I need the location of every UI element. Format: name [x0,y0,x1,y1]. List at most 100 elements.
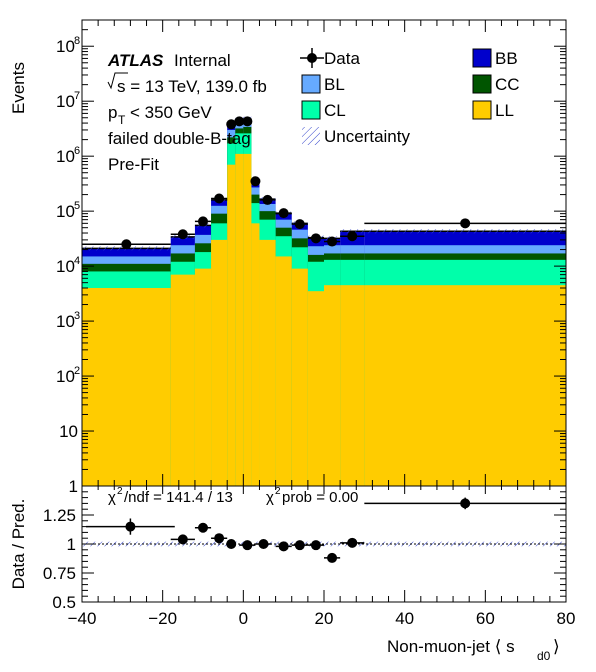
fit-label: Pre-Fit [108,155,159,174]
data-point [226,119,237,130]
bar-ll [211,239,228,486]
legend-cl-swatch [301,100,321,120]
data-point [121,239,132,250]
ratio-y-axis-label: Data / Pred. [9,499,28,590]
data-point [278,208,289,219]
y-tick-label: 10 [56,202,75,221]
bar-ll [170,274,195,486]
x-axis-label-end: ⟩ [553,637,560,656]
ratio-point [278,541,289,552]
x-tick-label: 40 [395,609,414,628]
pt-label: p [108,103,117,122]
y-tick-label: 10 [56,367,75,386]
bar-ll [227,164,236,486]
ratio-point [294,540,305,551]
ratio-point [242,540,253,551]
bar-ll [291,268,308,486]
tag-label: failed double-B-tag [108,129,251,148]
chi2-exp: 2 [117,486,123,497]
chi2-ndf-text: /ndf = 141.4 / 13 [124,489,233,506]
data-point [177,229,188,240]
data-point [250,176,261,187]
bar-ll [307,291,324,486]
legend-uncertainty-swatch [302,127,320,145]
x-tick-label: 60 [476,609,495,628]
ratio-y-tick-label: 1.25 [43,506,76,525]
data-point [327,236,338,247]
bar-ll [194,268,212,486]
bar-ll [259,239,276,486]
x-tick-label: −40 [68,609,97,628]
ratio-point [460,498,471,509]
stacked-histogram [82,116,566,487]
ratio-point [226,539,237,549]
legend-bl-label: BL [324,75,345,94]
y-tick-exp: 5 [74,200,80,212]
ratio-point [177,534,188,545]
chi2-prob-text: prob = 0.00 [282,489,358,506]
y-tick-label: 10 [56,257,75,276]
x-axis-label: Non-muon-jet ⟨ s [387,637,515,656]
ratio-point [214,533,225,544]
chi2-prob-exp: 2 [275,486,281,497]
ratio-points [86,497,566,563]
y-tick-label: 10 [56,312,75,331]
ratio-y-tick-label: 1 [67,535,76,554]
data-point [460,218,471,229]
y-tick-exp: 2 [74,365,80,377]
legend-cl-label: CL [324,101,346,120]
internal-label: Internal [174,51,231,70]
y-tick-label: 10 [59,422,78,441]
x-tick-label: 20 [315,609,334,628]
legend-ll-label: LL [495,101,514,120]
legend-cc-swatch [472,74,492,94]
legend: Data BL CL Uncertainty BB CC LL [300,48,520,146]
y-tick-exp: 6 [74,145,80,157]
ratio-point [198,522,208,533]
pt-subscript: T [118,113,126,127]
legend-cc-label: CC [495,75,520,94]
bar-ll [275,256,292,486]
y-tick-label: 10 [56,37,75,56]
x-tick-label: 80 [557,609,576,628]
x-axis-label-sub: d0 [537,649,551,663]
bar-ll [364,285,566,486]
data-point [310,233,321,244]
data-point [234,116,245,127]
data-point [294,219,305,230]
ratio-y-tick-label: 0.75 [43,564,76,583]
data-point [242,116,253,127]
sqrt-symbol [107,72,128,90]
data-points [82,116,566,250]
bar-ll [324,285,341,486]
bar-ll [340,285,365,486]
legend-uncertainty-label: Uncertainty [324,127,410,146]
ratio-uncertainty-band [82,541,566,547]
stack-uncertainty-hatch [364,229,566,234]
x-tick-label: 0 [239,609,248,628]
main-y-axis-label: Events [9,62,28,114]
legend-data-marker [307,53,317,63]
y-tick-exp: 4 [74,255,80,267]
y-tick-label: 1 [69,477,78,496]
bar-ll [243,153,252,486]
legend-bb-swatch [472,48,492,68]
data-point [347,231,358,242]
y-tick-label: 10 [56,92,75,111]
chi2-symbol: χ [108,489,116,506]
atlas-label: ATLAS [107,51,164,70]
pt-cut-label: < 350 GeV [130,103,212,122]
ratio-point [327,552,338,563]
x-tick-label: −20 [148,609,177,628]
legend-bl-swatch [301,74,321,94]
y-tick-exp: 7 [74,90,80,102]
data-point [214,193,225,204]
bar-ll [82,287,171,486]
ratio-point [347,537,358,548]
ratio-axis-ticks: 0.5 0.75 1 1.25 −40 −20 0 20 40 60 80 [43,486,576,628]
y-tick-exp: 8 [74,35,80,47]
ratio-y-tick-label: 0.5 [52,593,76,612]
chi2-prob-symbol: χ [266,489,274,506]
